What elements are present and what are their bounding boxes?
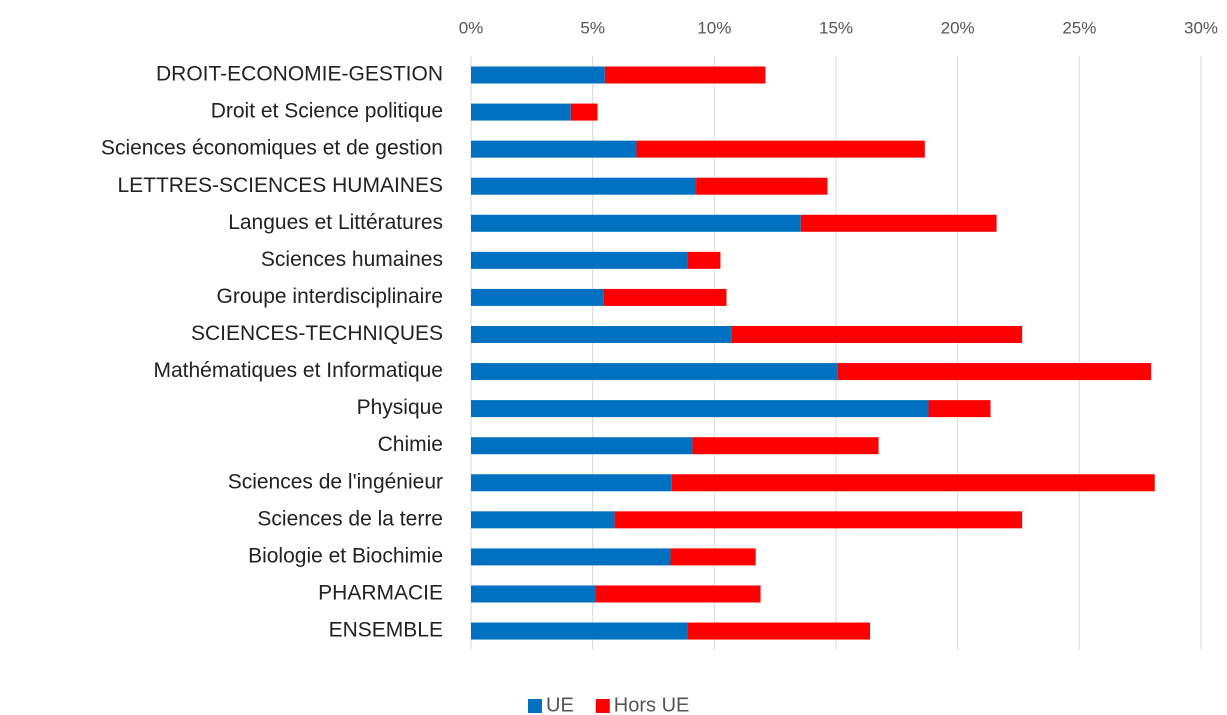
category-label: PHARMACIE: [318, 582, 443, 605]
bar-segment: [837, 363, 1152, 381]
bar-segment: [471, 214, 801, 232]
bar-segment: [614, 511, 1023, 529]
bar-segment: [471, 288, 604, 306]
bar-segment: [471, 325, 732, 343]
x-tick-label: 15%: [819, 18, 853, 37]
x-tick-label: 20%: [941, 18, 975, 37]
bar-segment: [471, 511, 615, 529]
bar-segment: [570, 103, 598, 121]
bar-segment: [471, 622, 688, 640]
bar-segment: [800, 214, 997, 232]
bar-segment: [471, 548, 671, 566]
bar-segment: [471, 103, 571, 121]
category-label: Biologie et Biochimie: [248, 544, 443, 567]
bar-segment: [471, 363, 838, 381]
bar-segment: [731, 325, 1023, 343]
category-label: SCIENCES-TECHNIQUES: [191, 322, 443, 345]
x-tick-label: 25%: [1062, 18, 1096, 37]
bar-segment: [471, 585, 596, 603]
bar-segment: [604, 66, 766, 84]
category-label: LETTRES-SCIENCES HUMAINES: [117, 174, 443, 197]
bar-segment: [471, 140, 637, 158]
bar-segment: [696, 177, 828, 195]
bar-segment: [471, 66, 605, 84]
legend-label: UE: [546, 694, 574, 715]
bar-segment: [636, 140, 925, 158]
category-label: DROIT-ECONOMIE-GESTION: [156, 63, 443, 86]
bar-segment: [603, 288, 727, 306]
bar-segment: [471, 400, 929, 418]
bar-segment: [687, 251, 721, 269]
x-tick-label: 5%: [580, 18, 605, 37]
category-label: Mathématiques et Informatique: [154, 359, 444, 382]
bar-segment: [471, 437, 693, 455]
category-label: Sciences économiques et de gestion: [101, 137, 443, 160]
bar-segment: [928, 400, 991, 418]
category-label: Langues et Littératures: [228, 211, 443, 234]
legend-swatch: [528, 699, 542, 713]
bar-segment: [670, 548, 756, 566]
bar-segment: [471, 177, 697, 195]
category-label: Physique: [357, 396, 443, 419]
category-label: Groupe interdisciplinaire: [217, 285, 443, 308]
bar-segment: [595, 585, 761, 603]
category-label: Chimie: [378, 433, 443, 456]
category-label: Droit et Science politique: [211, 100, 443, 123]
category-label: ENSEMBLE: [329, 619, 443, 642]
bar-segment: [692, 437, 879, 455]
x-tick-label: 10%: [697, 18, 731, 37]
bar-segment: [687, 622, 871, 640]
legend-label: Hors UE: [614, 694, 690, 715]
legend-swatch: [595, 699, 610, 713]
category-label: Sciences humaines: [261, 248, 443, 271]
bar-segment: [671, 474, 1155, 492]
bar-segment: [471, 251, 688, 269]
bar-segment: [471, 474, 672, 492]
category-label: Sciences de l'ingénieur: [228, 470, 443, 493]
x-tick-label: 30%: [1184, 18, 1218, 37]
x-tick-label: 0%: [459, 18, 484, 37]
category-label: Sciences de la terre: [257, 507, 443, 530]
